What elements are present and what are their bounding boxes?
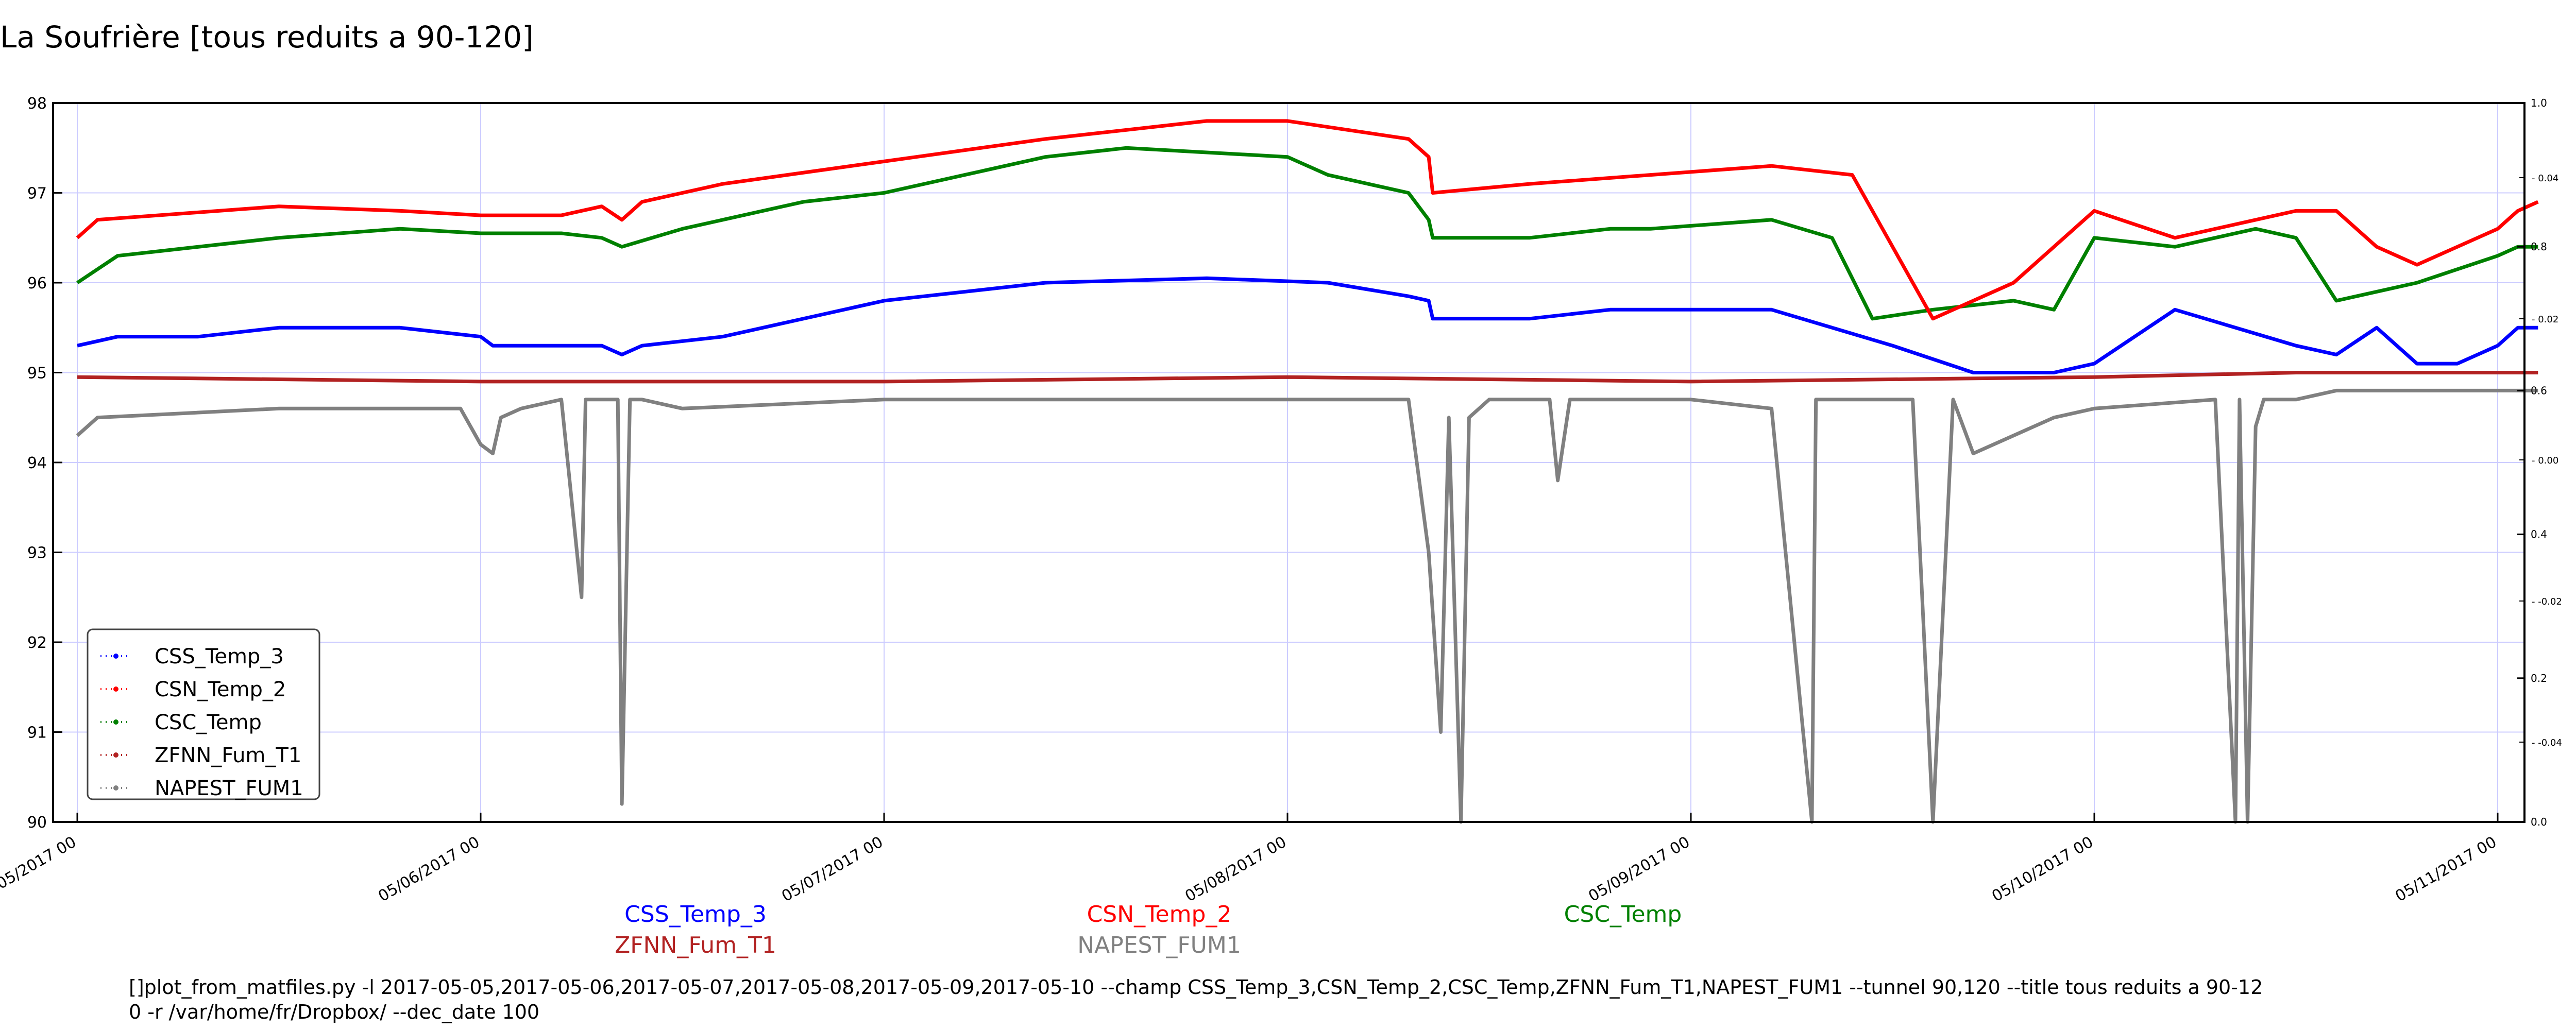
x-tick-label: 05/11/2017 00 <box>2392 833 2500 906</box>
command-line-2: 0 -r /var/home/fr/Dropbox/ --dec_date 10… <box>129 1001 540 1023</box>
series-line-csn-temp-2 <box>76 119 2539 321</box>
chart-title: La Soufrière [tous reduits a 90-120] <box>0 20 534 55</box>
caption-zfnn-fum-t1: ZFNN_Fum_T1 <box>615 932 776 958</box>
series-line-napest-fum1 <box>76 388 2538 824</box>
chart-svg: 98 97 96 95 94 93 92 91 90 05/05/2017 00 05/06/20… <box>0 95 2562 905</box>
x-tick-label: 05/08/2017 00 <box>1182 833 1290 906</box>
legend-label: CSC_Temp <box>155 711 262 734</box>
caption-css-temp-3: CSS_Temp_3 <box>624 901 767 928</box>
right-tick-label: 0.6 <box>2531 384 2547 397</box>
x-tick-label: 05/05/2017 00 <box>0 833 79 906</box>
x-tick-label: 05/10/2017 00 <box>1989 833 2096 906</box>
right-tick-label-b: - -0.02 <box>2532 596 2562 607</box>
series-group <box>76 119 2539 824</box>
legend-label: NAPEST_FUM1 <box>155 777 303 800</box>
y-tick-label: 98 <box>27 95 47 113</box>
right-tick-label: 0.4 <box>2531 528 2547 541</box>
x-tick-label: 05/09/2017 00 <box>1585 833 1693 906</box>
series-line-csc-temp <box>76 146 2538 321</box>
legend-marker <box>113 686 118 692</box>
y-axis-right: 1.0 0.8 0.6 0.4 0.2 0.0 - 0.04 - 0.02 - 0.00 - -0… <box>2517 97 2562 828</box>
legend-box <box>87 628 320 800</box>
y-tick-label: 91 <box>27 724 47 742</box>
command-line: []plot_from_matfiles.py -l 2017-05-05,20… <box>129 975 2263 1024</box>
y-tick-label: 90 <box>27 814 47 832</box>
right-tick-label-b: - 0.02 <box>2532 314 2558 325</box>
series-line-zfnn-fum-t1 <box>77 371 2538 384</box>
y-tick-label: 96 <box>27 274 47 293</box>
right-tick-label-b: - -0.04 <box>2532 737 2562 748</box>
legend-label: CSN_Temp_2 <box>155 678 286 701</box>
caption-csc-temp: CSC_Temp <box>1564 901 1682 928</box>
legend: CSS_Temp_3 CSN_Temp_2 CSC_Temp ZFNN_Fum_T1 N… <box>87 628 320 800</box>
command-line-1: []plot_from_matfiles.py -l 2017-05-05,20… <box>129 976 2263 999</box>
y-tick-label: 94 <box>27 454 47 472</box>
x-axis: 05/05/2017 00 05/06/2017 00 05/07/2017 00 0… <box>0 813 2500 905</box>
right-tick-label: 0.2 <box>2531 672 2547 684</box>
y-axis-left: 98 97 96 95 94 93 92 91 90 <box>27 95 62 832</box>
right-tick-label: 0.0 <box>2531 816 2547 828</box>
y-tick-label: 95 <box>27 365 47 383</box>
right-tick-label: 1.0 <box>2531 97 2547 109</box>
legend-label: ZFNN_Fum_T1 <box>155 744 301 767</box>
legend-marker <box>113 752 118 758</box>
x-tick-label: 05/07/2017 00 <box>778 833 886 906</box>
right-tick-label-b: - 0.04 <box>2532 173 2558 184</box>
y-tick-label: 92 <box>27 634 47 652</box>
y-tick-label: 97 <box>27 185 47 203</box>
series-line-css-temp-3 <box>77 276 2538 374</box>
caption-napest-fum1: NAPEST_FUM1 <box>1077 932 1241 958</box>
legend-marker <box>113 785 118 791</box>
caption-csn-temp-2: CSN_Temp_2 <box>1087 901 1232 928</box>
right-tick-label-b: - 0.00 <box>2532 455 2558 466</box>
legend-label: CSS_Temp_3 <box>155 645 284 668</box>
legend-marker <box>113 654 118 659</box>
right-tick-label: 0.8 <box>2531 241 2547 253</box>
x-tick-label: 05/06/2017 00 <box>375 833 483 906</box>
legend-marker <box>113 719 118 725</box>
y-tick-label: 93 <box>27 544 47 562</box>
